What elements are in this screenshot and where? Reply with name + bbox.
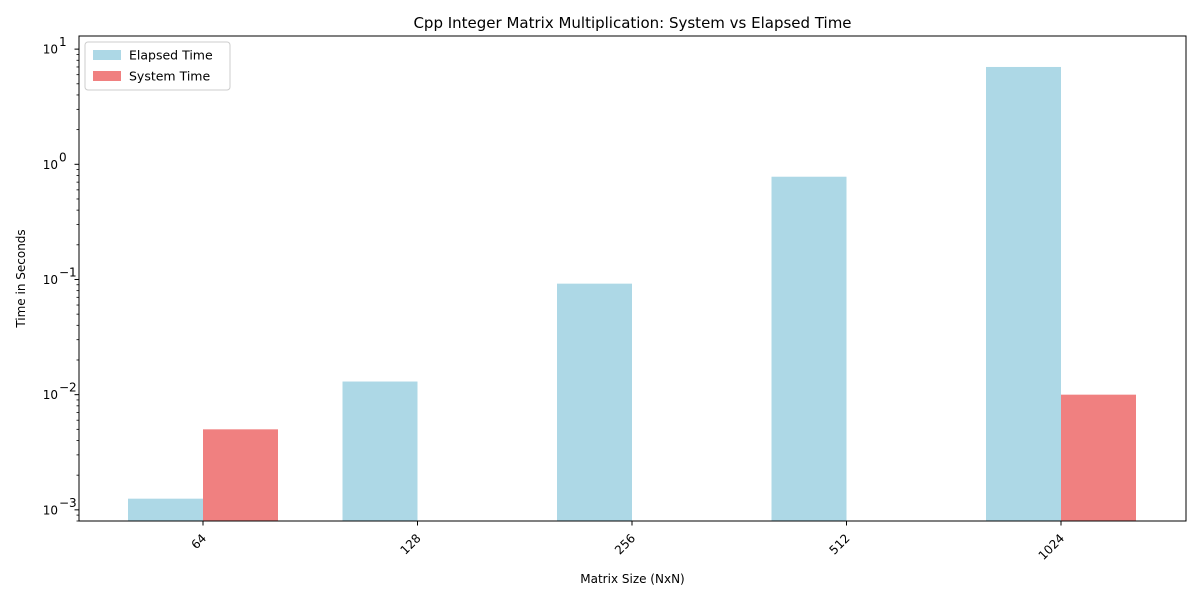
legend-box bbox=[84, 41, 231, 91]
bar-elapsed-time-128 bbox=[342, 381, 418, 521]
y-tick-label-exponent: 0 bbox=[59, 150, 67, 164]
bar-elapsed-time-1024 bbox=[986, 66, 1061, 522]
bar-system-time-64 bbox=[203, 429, 278, 521]
y-tick-label: 10 bbox=[43, 158, 58, 172]
y-tick-label-exponent: 1 bbox=[59, 35, 67, 49]
bar-elapsed-time-512 bbox=[771, 176, 847, 521]
y-tick-label-exponent: −1 bbox=[59, 265, 77, 279]
x-axis-label: Matrix Size (NxN) bbox=[580, 572, 684, 586]
chart-title: Cpp Integer Matrix Multiplication: Syste… bbox=[413, 14, 851, 32]
bars-layer bbox=[128, 66, 1136, 522]
y-tick-label-exponent: −2 bbox=[59, 381, 77, 395]
y-tick-label: 10 bbox=[43, 43, 58, 57]
bar-elapsed-time-64 bbox=[128, 498, 203, 521]
legend-swatch bbox=[93, 50, 121, 60]
y-tick-label: 10 bbox=[43, 388, 58, 402]
bar-system-time-1024 bbox=[1061, 394, 1136, 521]
legend-label: Elapsed Time bbox=[129, 48, 213, 63]
legend-swatch bbox=[93, 71, 121, 81]
bar-elapsed-time-256 bbox=[557, 283, 632, 521]
y-tick-label: 10 bbox=[43, 273, 58, 287]
legend-label: System Time bbox=[129, 69, 210, 84]
y-tick-label: 10 bbox=[43, 503, 58, 517]
legend: Elapsed Time System Time bbox=[84, 41, 231, 91]
y-tick-label-exponent: −3 bbox=[59, 496, 77, 510]
y-axis-label: Time in Seconds bbox=[14, 229, 28, 328]
